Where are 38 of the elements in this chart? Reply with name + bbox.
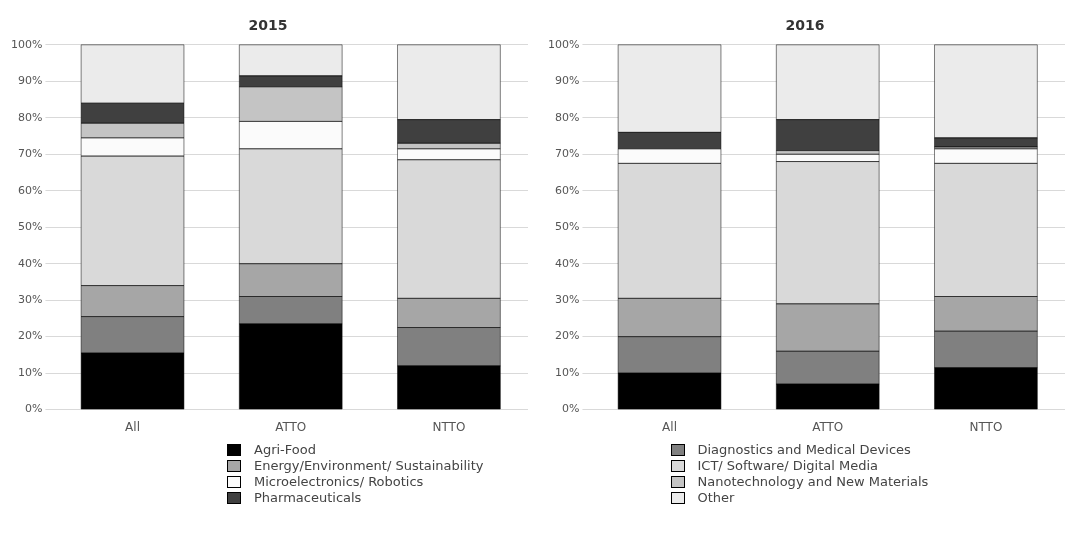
legend-label: Microelectronics/ Robotics xyxy=(254,474,424,490)
y-tick-label: 100% xyxy=(547,37,580,51)
y-tick-label: 80% xyxy=(17,110,43,124)
y-tick-label: 0% xyxy=(561,402,580,416)
y-tick-label: 90% xyxy=(17,74,43,88)
x-tick-label: ATTO xyxy=(275,419,307,434)
legend-label: Nanotechnology and New Materials xyxy=(697,474,929,490)
y-tick-label: 90% xyxy=(554,74,580,88)
legend-label: Energy/Environment/ Sustainability xyxy=(254,458,484,474)
y-tick-label: 30% xyxy=(554,293,580,307)
y-tick-label: 20% xyxy=(554,329,580,343)
legend-label: ICT/ Software/ Digital Media xyxy=(697,458,879,474)
y-tick-label: 70% xyxy=(554,147,580,161)
y-tick-label: 60% xyxy=(554,183,580,197)
legend-label: Agri-Food xyxy=(254,442,316,458)
y-tick-label: 70% xyxy=(17,147,43,161)
chart-title: 2015 xyxy=(248,17,288,34)
x-tick-label: ATTO xyxy=(812,419,844,434)
y-tick-label: 40% xyxy=(554,256,580,270)
x-tick-label: NTTO xyxy=(969,419,1003,434)
x-tick-label: All xyxy=(125,419,140,434)
y-tick-label: 0% xyxy=(24,402,43,416)
y-tick-label: 40% xyxy=(17,256,43,270)
y-tick-label: 30% xyxy=(17,293,43,307)
y-tick-label: 10% xyxy=(17,365,43,379)
y-tick-label: 80% xyxy=(554,110,580,124)
y-tick-label: 60% xyxy=(17,183,43,197)
chart-title: 2016 xyxy=(785,17,825,34)
y-tick-label: 50% xyxy=(554,220,580,234)
legend-label: Other xyxy=(697,490,735,506)
x-tick-label: NTTO xyxy=(432,419,466,434)
legend-label: Pharmaceuticals xyxy=(254,490,362,506)
y-tick-label: 10% xyxy=(554,365,580,379)
y-tick-label: 20% xyxy=(17,329,43,343)
y-tick-label: 50% xyxy=(17,220,43,234)
legend-label: Diagnostics and Medical Devices xyxy=(697,442,911,458)
x-tick-label: All xyxy=(662,419,677,434)
y-tick-label: 100% xyxy=(10,37,43,51)
